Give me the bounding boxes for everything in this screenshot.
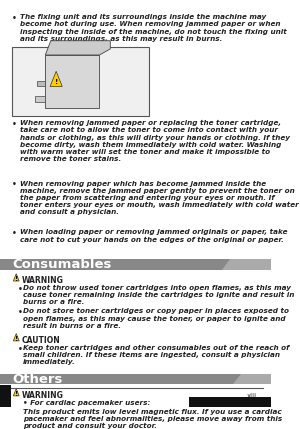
Text: • For cardiac pacemaker users:: • For cardiac pacemaker users: bbox=[23, 400, 150, 406]
Text: •: • bbox=[12, 120, 17, 129]
Text: •: • bbox=[18, 285, 22, 294]
Text: •: • bbox=[12, 181, 17, 190]
Text: Others: Others bbox=[12, 373, 63, 386]
FancyBboxPatch shape bbox=[0, 260, 271, 270]
Text: Consumables: Consumables bbox=[12, 258, 112, 271]
Polygon shape bbox=[13, 334, 19, 341]
Polygon shape bbox=[37, 82, 45, 85]
FancyBboxPatch shape bbox=[45, 55, 100, 108]
Text: xiii: xiii bbox=[247, 393, 257, 399]
Text: When loading paper or removing jammed originals or paper, take care not to cut y: When loading paper or removing jammed or… bbox=[20, 230, 288, 242]
Polygon shape bbox=[13, 274, 19, 281]
FancyBboxPatch shape bbox=[0, 375, 271, 384]
Text: When removing jammed paper or replacing the toner cartridge, take care not to al: When removing jammed paper or replacing … bbox=[20, 120, 290, 162]
Text: WARNING: WARNING bbox=[22, 276, 64, 285]
Text: !: ! bbox=[55, 79, 58, 85]
Polygon shape bbox=[13, 389, 19, 396]
Polygon shape bbox=[34, 96, 45, 102]
Text: !: ! bbox=[15, 276, 18, 282]
Polygon shape bbox=[45, 41, 110, 55]
Text: Keep toner cartridges and other consumables out of the reach of small children. : Keep toner cartridges and other consumab… bbox=[23, 345, 289, 366]
Text: WARNING: WARNING bbox=[22, 391, 64, 400]
FancyBboxPatch shape bbox=[190, 397, 271, 407]
FancyBboxPatch shape bbox=[12, 47, 149, 116]
Text: •: • bbox=[18, 308, 22, 317]
Text: Do not store toner cartridges or copy paper in places exposed to open flames, as: Do not store toner cartridges or copy pa… bbox=[23, 308, 289, 329]
Polygon shape bbox=[222, 260, 271, 270]
Polygon shape bbox=[50, 71, 62, 87]
Text: Do not throw used toner cartridges into open flames, as this may cause toner rem: Do not throw used toner cartridges into … bbox=[23, 285, 294, 305]
Text: •: • bbox=[18, 345, 22, 354]
Text: !: ! bbox=[15, 391, 18, 397]
Text: !: ! bbox=[15, 336, 18, 342]
Text: •: • bbox=[12, 14, 17, 23]
Text: When removing paper which has become jammed inside the machine, remove the jamme: When removing paper which has become jam… bbox=[20, 181, 299, 215]
Text: •: • bbox=[12, 230, 17, 239]
Text: The fixing unit and its surroundings inside the machine may become hot during us: The fixing unit and its surroundings ins… bbox=[20, 14, 287, 42]
Text: CAUTION: CAUTION bbox=[22, 336, 60, 345]
FancyBboxPatch shape bbox=[0, 385, 11, 407]
Polygon shape bbox=[233, 375, 271, 384]
Text: This product emits low level magnetic flux. If you use a cardiac pacemaker and f: This product emits low level magnetic fl… bbox=[23, 409, 282, 429]
